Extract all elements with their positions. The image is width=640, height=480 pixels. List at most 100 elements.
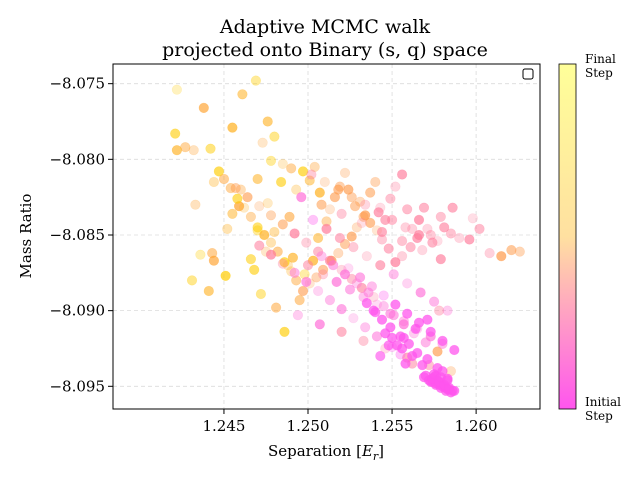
- scatter-point: [313, 285, 324, 297]
- scatter-point: [397, 169, 408, 180]
- scatter-point: [333, 184, 344, 195]
- scatter-point: [279, 326, 290, 337]
- scatter-point: [218, 173, 230, 185]
- scatter-point: [375, 350, 386, 362]
- x-tick-label: 1.255: [371, 417, 414, 435]
- scatter-point: [250, 75, 261, 86]
- y-tick-label: −8.080: [49, 150, 105, 168]
- scatter-point: [400, 358, 411, 369]
- scatter-point: [361, 251, 372, 262]
- scatter-point: [360, 322, 371, 333]
- scatter-point: [208, 255, 219, 266]
- scatter-point: [254, 240, 265, 251]
- scatter-point: [232, 193, 243, 204]
- x-tick-label: 1.245: [202, 417, 245, 435]
- scatter-point: [376, 314, 388, 325]
- scatter-point: [297, 285, 309, 297]
- scatter-point: [348, 242, 359, 253]
- scatter-point: [331, 276, 342, 288]
- scatter-point: [318, 264, 329, 275]
- scatter-point: [363, 287, 374, 298]
- scatter-point: [311, 272, 322, 283]
- scatter-point: [395, 331, 406, 342]
- plot-frame: [112, 63, 541, 410]
- scatter-point: [265, 155, 277, 166]
- scatter-point: [314, 187, 325, 198]
- scatter-point: [304, 175, 315, 186]
- scatter-point: [358, 335, 369, 347]
- scatter-point: [402, 278, 413, 289]
- scatter-point: [402, 308, 413, 319]
- scatter-point: [427, 237, 438, 248]
- y-tick-label: −8.085: [49, 226, 105, 244]
- scatter-point: [294, 295, 305, 306]
- scatter-point: [235, 184, 246, 195]
- scatter-point: [218, 173, 230, 185]
- scatter-point: [454, 232, 465, 244]
- scatter-point: [360, 199, 371, 210]
- scatter-point: [296, 192, 307, 203]
- scatter-point: [314, 319, 325, 330]
- scatter-point: [198, 102, 209, 113]
- scatter-point: [287, 252, 299, 263]
- scatter-point: [366, 281, 378, 292]
- scatter-point: [265, 210, 277, 221]
- grid: [113, 64, 540, 409]
- scatter-point: [265, 249, 277, 260]
- scatter-point: [188, 145, 199, 156]
- scatter-point: [385, 193, 396, 204]
- scatter-point: [474, 223, 485, 234]
- scatter-point: [254, 201, 265, 212]
- scatter-point: [402, 204, 413, 215]
- scatter-point: [388, 269, 399, 280]
- scatter-point: [328, 260, 339, 271]
- scatter-point: [249, 264, 260, 275]
- scatter-point: [422, 354, 433, 365]
- scatter-point: [213, 166, 224, 177]
- scatter-point: [390, 299, 401, 310]
- scatter-point: [301, 276, 312, 288]
- scatter-point: [319, 176, 330, 188]
- scatter-point: [346, 231, 357, 242]
- scatter-point: [464, 234, 475, 245]
- scatter-point: [467, 213, 478, 224]
- scatter-point: [245, 254, 256, 265]
- scatter-point: [190, 199, 201, 210]
- scatter-point: [405, 242, 416, 253]
- scatter-point: [432, 346, 443, 357]
- scatter-point: [397, 251, 408, 262]
- scatter-point: [376, 226, 388, 238]
- scatter-point: [422, 223, 433, 234]
- scatter-point: [407, 223, 418, 234]
- scatter-point: [306, 169, 317, 180]
- scatter-point: [425, 326, 436, 337]
- scatter-point: [378, 290, 389, 301]
- scatter-point: [316, 251, 327, 262]
- x-tick-label: 1.260: [455, 417, 498, 435]
- scatter-point: [390, 257, 401, 268]
- colorbar: [558, 63, 577, 410]
- scatter-point: [407, 350, 418, 362]
- scatter-point: [435, 211, 446, 222]
- scatter-point: [284, 211, 295, 222]
- scatter-points: [170, 75, 525, 398]
- scatter-point: [445, 228, 457, 239]
- scatter-point: [435, 254, 446, 265]
- scatter-point: [291, 184, 302, 195]
- scatter-point: [276, 176, 287, 188]
- scatter-point: [242, 192, 253, 203]
- y-tick-label: −8.090: [49, 302, 105, 320]
- scatter-point: [343, 263, 354, 274]
- scatter-point: [186, 275, 198, 286]
- scatter-point: [344, 284, 356, 295]
- x-axis-ticks: 1.245 1.250 1.255 1.260: [202, 409, 498, 435]
- scatter-point: [437, 335, 448, 347]
- scatter-point: [506, 245, 517, 256]
- scatter-point: [387, 214, 398, 225]
- scatter-point: [365, 187, 376, 198]
- scatter-point: [171, 84, 182, 95]
- scatter-point: [397, 235, 408, 247]
- scatter-point: [333, 248, 344, 259]
- scatter-point: [324, 295, 336, 306]
- y-axis-label: Mass Ratio: [17, 194, 35, 279]
